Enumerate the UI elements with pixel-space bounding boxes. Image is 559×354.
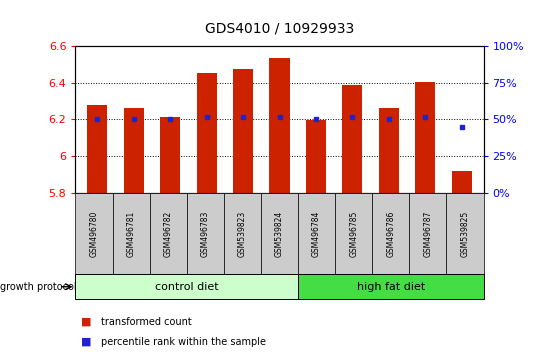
Text: control diet: control diet	[155, 282, 219, 292]
Text: GSM539825: GSM539825	[461, 211, 470, 257]
Bar	[87, 105, 107, 193]
Text: GSM496782: GSM496782	[164, 211, 173, 257]
Text: growth protocol: growth protocol	[0, 282, 77, 292]
Text: ■: ■	[81, 337, 92, 347]
Text: GSM496780: GSM496780	[89, 210, 98, 257]
Bar	[233, 69, 253, 193]
Bar	[452, 171, 472, 193]
Text: GSM496787: GSM496787	[423, 210, 433, 257]
Bar	[197, 73, 217, 193]
Bar	[306, 120, 326, 193]
Text: GSM496785: GSM496785	[349, 210, 358, 257]
Text: GSM539823: GSM539823	[238, 211, 247, 257]
Bar	[160, 117, 180, 193]
Text: GDS4010 / 10929933: GDS4010 / 10929933	[205, 21, 354, 35]
Text: GSM539824: GSM539824	[275, 211, 284, 257]
Text: high fat diet: high fat diet	[357, 282, 425, 292]
Bar	[342, 85, 362, 193]
Text: GSM496784: GSM496784	[312, 210, 321, 257]
Text: percentile rank within the sample: percentile rank within the sample	[101, 337, 266, 347]
Bar	[379, 108, 399, 193]
Text: GSM496786: GSM496786	[386, 210, 395, 257]
Bar	[415, 82, 435, 193]
Bar	[124, 108, 144, 193]
Text: GSM496783: GSM496783	[201, 210, 210, 257]
Text: ■: ■	[81, 317, 92, 327]
Text: GSM496781: GSM496781	[126, 211, 136, 257]
Text: transformed count: transformed count	[101, 317, 191, 327]
Bar	[269, 58, 290, 193]
